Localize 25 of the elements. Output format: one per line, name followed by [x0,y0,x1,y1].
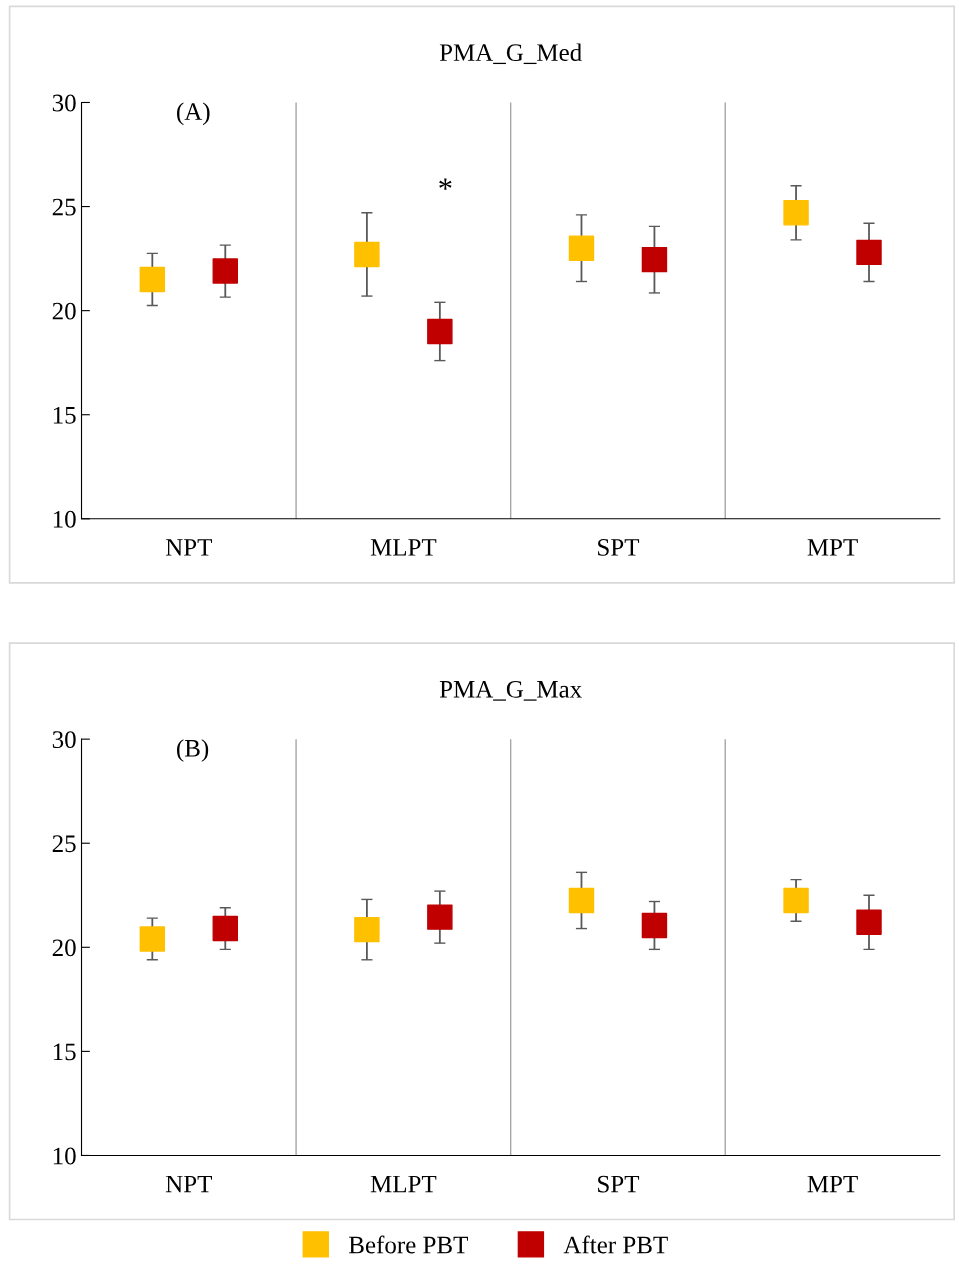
annotation: (B) [177,739,209,762]
x-tick-label: MPT [807,539,858,556]
y-tick-label: 25 [52,198,76,216]
chart-title: PMA_G_Med [439,43,582,65]
x-tick-label: SPT [598,539,640,556]
x-tick-label: SPT [598,1175,640,1193]
x-tick-label: NPT [165,539,212,556]
y-tick-label: 20 [52,302,76,320]
y-tick-label: 15 [53,1043,76,1061]
chart-title: PMA_G_Max [439,680,582,701]
y-tick-label: 10 [53,1147,76,1165]
legend-label: After PBT [563,1235,668,1254]
y-tick-label: 20 [52,939,76,957]
x-tick-label: NPT [165,1175,212,1193]
y-tick-label: 10 [53,510,76,528]
x-tick-label: MPT [807,1175,858,1193]
x-tick-label: MLPT [370,539,437,556]
y-tick-label: 25 [52,835,76,853]
y-tick-label: 30 [52,94,76,112]
y-tick-label: 30 [52,731,76,749]
annotation: (A) [177,102,210,126]
y-tick-label: 15 [53,406,76,424]
x-tick-label: MLPT [370,1175,437,1193]
annotation: * [439,178,452,190]
legend-label: Before PBT [348,1235,468,1254]
